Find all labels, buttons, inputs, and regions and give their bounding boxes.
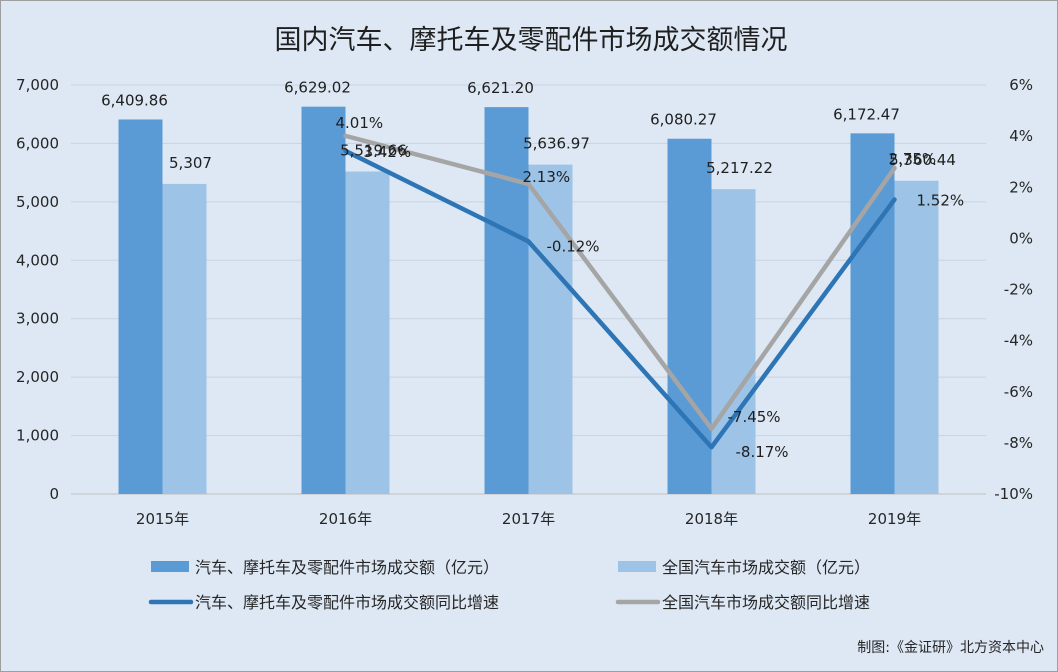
bar [484,107,529,494]
y-right-tick-label: -2% [1004,281,1033,299]
y-left-tick-label: 1,000 [16,427,59,445]
x-tick-label: 2015年 [136,510,189,528]
lines [343,133,897,450]
y-left-tick-label: 4,000 [16,251,59,269]
bar [850,133,895,495]
legend-swatch [618,561,656,572]
y-right-tick-label: -8% [1004,434,1033,452]
series-line [343,148,897,450]
legend-label: 全国汽车市场成交额同比增速 [662,593,870,612]
y-left-tick-label: 0 [49,485,59,503]
bar [894,180,939,494]
series-line [343,133,897,432]
line-value-label: -7.45% [728,408,781,426]
legend-label: 汽车、摩托车及零配件市场成交额同比增速 [195,593,499,612]
bar-value-label: 5,307 [169,154,212,172]
bars [118,106,939,495]
bar-value-label: 6,629.02 [284,79,351,97]
y-right-tick-label: 4% [1009,127,1033,145]
bar [711,189,756,494]
bar [118,119,163,495]
legend: 汽车、摩托车及零配件市场成交额（亿元） 全国汽车市场成交额（亿元） 汽车、摩托车及零… [148,558,870,612]
line-value-label: 4.01% [336,114,384,132]
y-right-tick-label: -10% [994,485,1033,503]
line-value-label: 2.13% [523,168,571,186]
bar-value-label: 5,360.44 [889,151,956,169]
bar [667,138,712,494]
y-right-tick-label: 2% [1009,178,1033,196]
y-right-tick-label: -6% [1004,383,1033,401]
bar-value-label: 5,519.66 [340,141,407,159]
x-tick-label: 2017年 [502,510,555,528]
bar-value-label: 5,217.22 [706,159,773,177]
legend-swatch [151,561,189,572]
line-value-label: 3.42% [364,143,412,161]
bar [528,164,573,494]
bar-value-label: 6,080.27 [650,111,717,129]
line-value-label: -0.12% [547,237,600,255]
bar [162,183,207,495]
bar [301,106,346,494]
bar-value-label: 6,621.20 [467,79,534,97]
data-labels: 6,409.86 6,629.02 6,621.20 6,080.27 6,172.47… [101,79,964,462]
credit-text: 制图:《金证研》北方资本中心 [857,640,1044,656]
legend-label: 全国汽车市场成交额（亿元） [662,558,870,577]
line-value-label: -8.17% [736,443,789,461]
x-tick-label: 2019年 [868,510,921,528]
axis-labels: 0 1,000 2,000 3,000 4,000 5,000 6,000 7,000 -10%… [16,76,1033,528]
legend-label: 汽车、摩托车及零配件市场成交额（亿元） [195,558,499,577]
line-value-label: 2.75% [889,150,937,168]
bar [345,171,390,495]
y-left-tick-label: 2,000 [16,368,59,386]
bar-value-label: 5,636.97 [523,135,590,153]
bar-value-label: 6,172.47 [833,105,900,123]
y-left-tick-label: 3,000 [16,310,59,328]
y-right-tick-label: 0% [1009,229,1033,247]
x-tick-label: 2018年 [685,510,738,528]
x-tick-label: 2016年 [319,510,372,528]
bar-value-label: 6,409.86 [101,91,168,109]
chart-title: 国内汽车、摩托车及零配件市场成交额情况 [275,25,788,56]
y-right-tick-label: -4% [1004,332,1033,350]
line-value-label: 1.52% [917,192,965,210]
y-left-tick-label: 6,000 [16,134,59,152]
y-right-tick-label: 6% [1009,76,1033,94]
y-left-tick-label: 5,000 [16,193,59,211]
y-left-tick-label: 7,000 [16,76,59,94]
